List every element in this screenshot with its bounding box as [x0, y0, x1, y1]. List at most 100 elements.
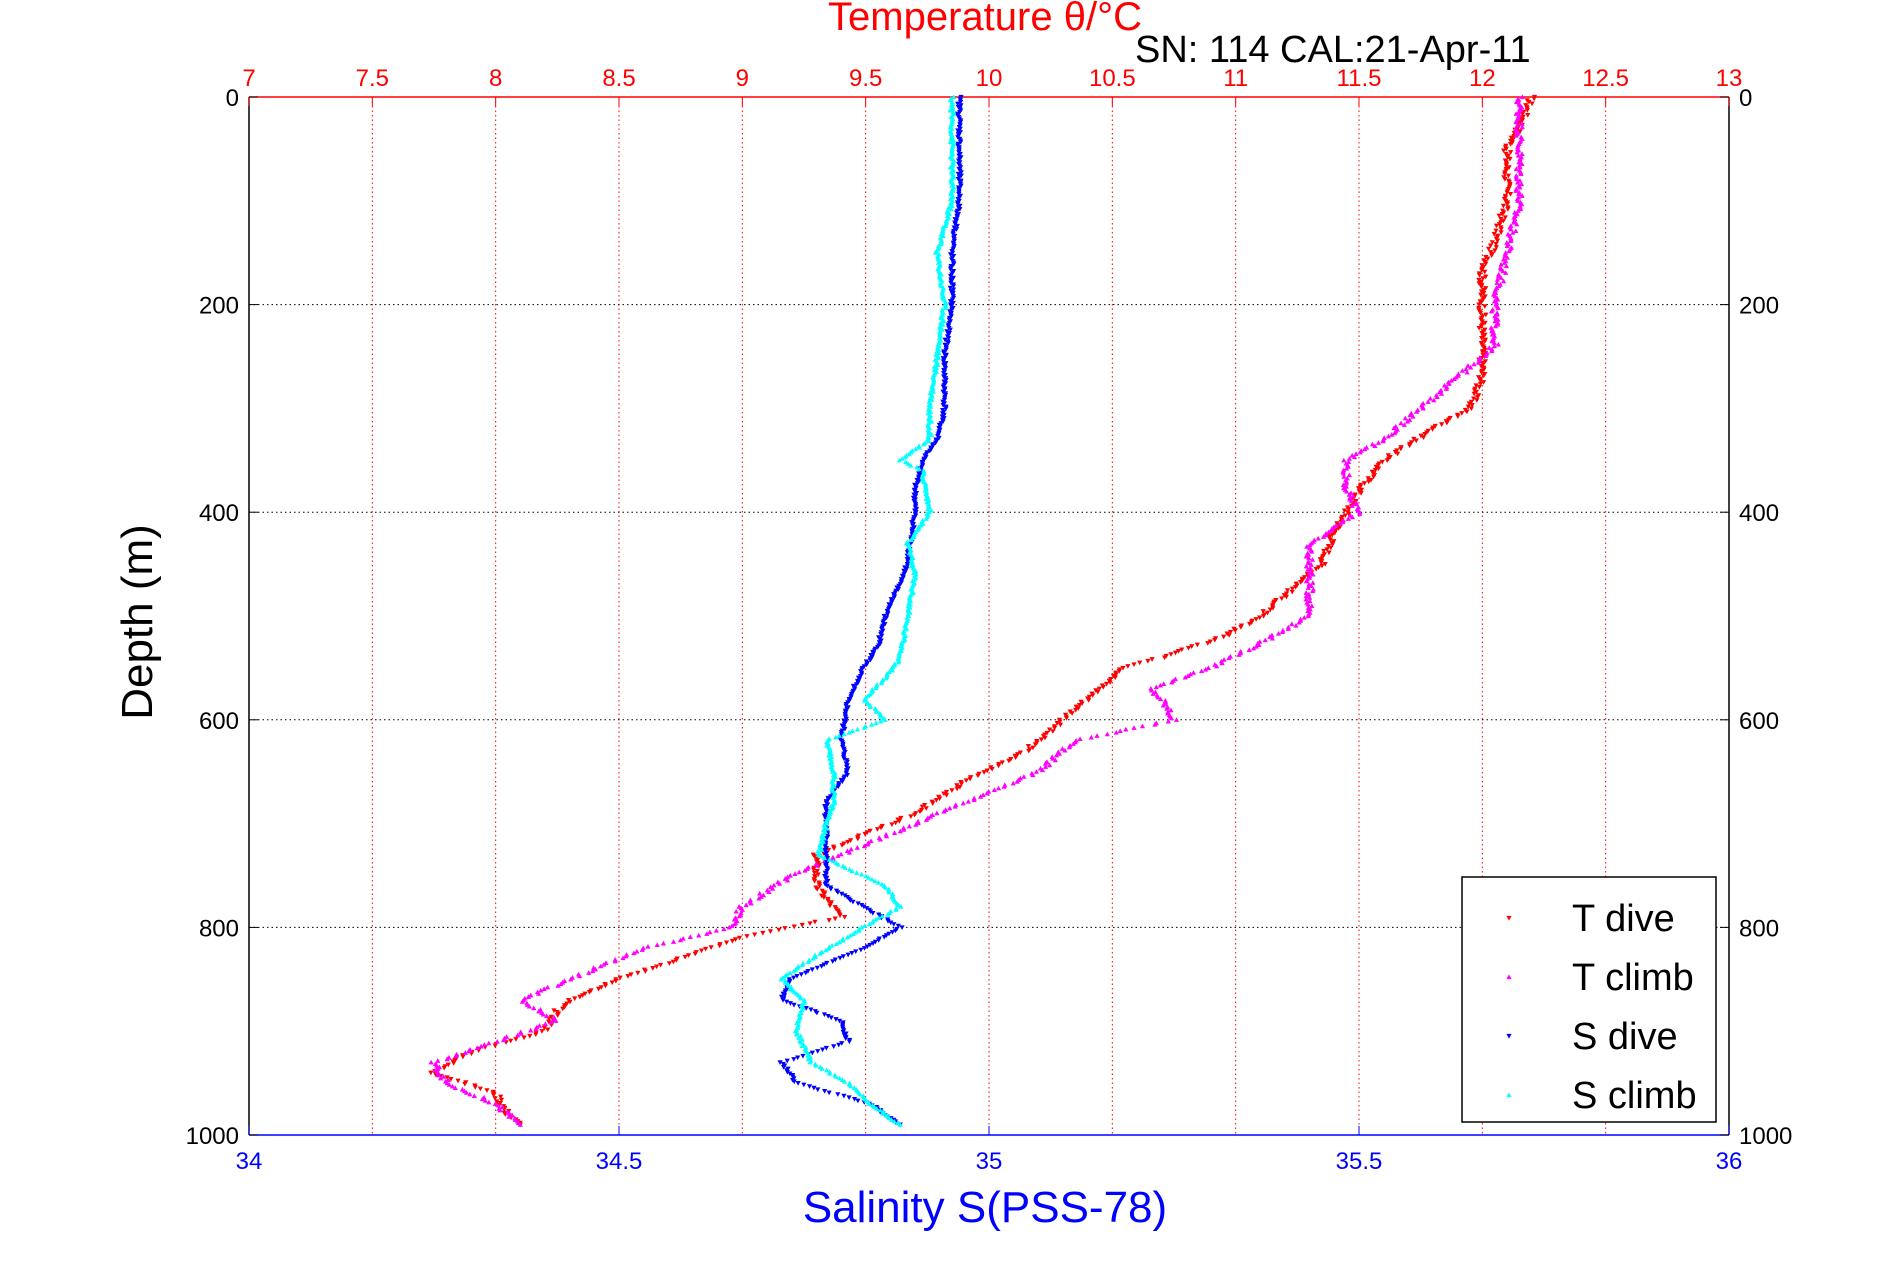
- data-point: [769, 886, 776, 891]
- data-point: [1305, 585, 1311, 590]
- data-point: [1495, 273, 1502, 279]
- data-point: [1482, 339, 1488, 345]
- data-point: [1427, 395, 1433, 401]
- data-point: [849, 950, 855, 956]
- top-tick-label: 9.5: [849, 65, 882, 92]
- data-point: [1269, 635, 1276, 641]
- data-point: [863, 873, 869, 879]
- data-point: [1238, 625, 1244, 630]
- data-point: [878, 825, 884, 831]
- data-point: [1519, 193, 1525, 198]
- data-point: [1485, 256, 1491, 262]
- data-point: [1340, 470, 1346, 476]
- data-point: [1038, 737, 1044, 743]
- data-point: [1103, 681, 1110, 687]
- legend-label: T climb: [1572, 957, 1694, 999]
- data-point: [805, 1056, 811, 1062]
- data-point: [1500, 268, 1506, 274]
- data-point: [474, 1045, 480, 1051]
- data-point: [1420, 435, 1427, 440]
- data-point: [951, 225, 957, 231]
- data-point: [1355, 486, 1362, 491]
- data-point: [827, 903, 833, 909]
- data-point: [954, 223, 960, 229]
- data-point: [872, 878, 878, 884]
- data-point: [793, 1031, 799, 1037]
- data-point: [1303, 553, 1309, 559]
- data-point: [920, 441, 927, 447]
- top-tick-label: 7.5: [356, 65, 389, 92]
- data-point: [1519, 124, 1525, 130]
- data-point: [889, 822, 895, 827]
- data-point: [854, 726, 861, 732]
- data-point: [713, 927, 720, 933]
- data-point: [1480, 297, 1486, 303]
- data-point: [874, 1106, 880, 1111]
- data-point: [1165, 718, 1171, 724]
- data-point: [971, 797, 977, 803]
- legend-marker: [1506, 1092, 1512, 1098]
- data-point: [434, 1062, 440, 1068]
- data-point: [1444, 420, 1450, 426]
- data-point: [1510, 230, 1516, 235]
- data-point: [448, 1077, 454, 1082]
- data-point: [1117, 728, 1123, 734]
- data-point: [947, 139, 954, 145]
- data-point: [1131, 725, 1137, 730]
- data-point: [1315, 535, 1321, 541]
- data-point: [1524, 108, 1530, 113]
- data-point: [673, 958, 679, 963]
- data-point: [787, 1071, 793, 1077]
- data-point: [1021, 774, 1027, 779]
- data-point: [1326, 550, 1332, 556]
- data-point: [859, 902, 865, 908]
- data-point: [472, 1085, 478, 1090]
- data-point: [1250, 645, 1257, 651]
- data-point: [1207, 639, 1213, 645]
- data-point: [1044, 730, 1050, 736]
- data-point: [836, 1042, 842, 1048]
- data-point: [723, 940, 730, 946]
- data-point: [862, 831, 868, 837]
- data-point: [1303, 590, 1309, 595]
- data-point: [853, 682, 860, 687]
- data-point: [861, 904, 867, 910]
- bottom-tick-label: 35: [976, 1148, 1003, 1175]
- data-point: [1306, 581, 1312, 587]
- data-point: [814, 965, 820, 971]
- data-point: [1479, 336, 1485, 341]
- data-point: [888, 920, 894, 926]
- data-point: [859, 924, 865, 930]
- data-point: [1439, 422, 1445, 427]
- data-point: [848, 1083, 854, 1089]
- data-point: [1505, 207, 1511, 212]
- data-point: [1514, 122, 1520, 128]
- data-point: [819, 888, 825, 894]
- data-point: [1401, 422, 1407, 427]
- data-point: [1493, 228, 1499, 234]
- data-point: [1471, 361, 1477, 367]
- data-point: [829, 942, 835, 948]
- data-point: [975, 773, 981, 779]
- data-point: [1502, 171, 1508, 177]
- data-point: [947, 327, 953, 333]
- data-point: [1465, 404, 1471, 410]
- data-point: [867, 657, 873, 663]
- data-point: [1309, 548, 1315, 554]
- data-point: [824, 1067, 830, 1073]
- data-point: [658, 962, 664, 968]
- data-point: [798, 972, 804, 977]
- data-point: [1267, 634, 1273, 639]
- data-point: [891, 922, 897, 927]
- data-point: [821, 855, 828, 861]
- data-point: [1475, 359, 1481, 365]
- data-point: [1172, 650, 1179, 656]
- data-point: [805, 1053, 811, 1058]
- data-point: [995, 785, 1002, 791]
- data-point: [1526, 99, 1532, 105]
- data-point: [848, 846, 854, 852]
- data-point: [1389, 432, 1395, 437]
- data-point: [1168, 715, 1174, 721]
- data-point: [942, 305, 949, 311]
- data-point: [654, 942, 660, 948]
